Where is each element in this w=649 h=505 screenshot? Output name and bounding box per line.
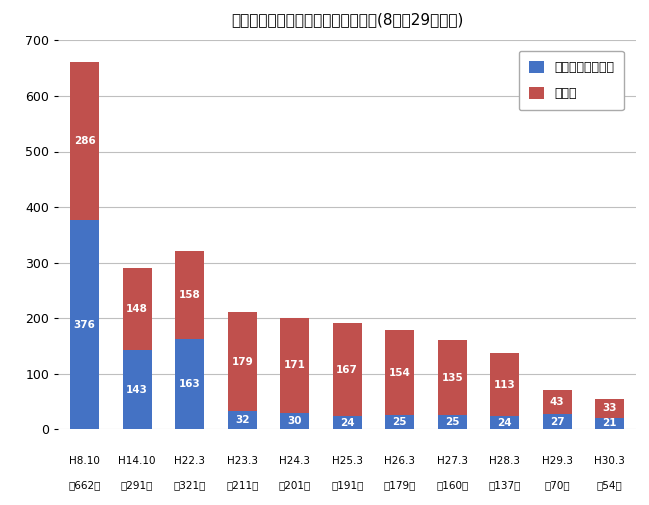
Text: 計662隻: 計662隻	[69, 480, 101, 490]
Bar	[333, 416, 361, 429]
Text: 計191隻: 計191隻	[331, 480, 363, 490]
Text: 25: 25	[393, 417, 407, 427]
Bar	[595, 399, 624, 418]
Bar	[228, 312, 256, 412]
Text: 135: 135	[441, 373, 463, 383]
Bar	[123, 350, 152, 429]
Text: 24: 24	[340, 418, 354, 428]
Text: 163: 163	[179, 379, 201, 389]
Text: H27.3: H27.3	[437, 457, 468, 467]
Bar	[490, 416, 519, 429]
Text: 154: 154	[389, 368, 411, 378]
Legend: 堀割川を除く河川, 堀割川: 堀割川を除く河川, 堀割川	[519, 50, 624, 110]
Text: 計54隻: 計54隻	[597, 480, 622, 490]
Text: H29.3: H29.3	[542, 457, 573, 467]
Text: 計160隻: 計160隻	[436, 480, 469, 490]
Bar	[386, 415, 414, 429]
Bar	[280, 413, 309, 429]
Text: 計321隻: 計321隻	[173, 480, 206, 490]
Bar	[543, 390, 572, 414]
Bar	[70, 220, 99, 429]
Bar	[490, 353, 519, 416]
Text: 計137隻: 計137隻	[489, 480, 521, 490]
Text: H8.10: H8.10	[69, 457, 100, 467]
Text: 33: 33	[602, 403, 617, 414]
Text: 21: 21	[602, 419, 617, 428]
Text: 158: 158	[179, 290, 201, 300]
Text: H24.3: H24.3	[279, 457, 310, 467]
Text: 286: 286	[74, 136, 95, 146]
Bar	[438, 340, 467, 415]
Text: 179: 179	[231, 357, 253, 367]
Text: H30.3: H30.3	[594, 457, 625, 467]
Bar	[438, 415, 467, 429]
Text: H26.3: H26.3	[384, 457, 415, 467]
Bar	[228, 412, 256, 429]
Bar	[595, 418, 624, 429]
Text: 30: 30	[288, 416, 302, 426]
Text: 24: 24	[497, 418, 512, 428]
Text: H25.3: H25.3	[332, 457, 363, 467]
Bar	[386, 330, 414, 415]
Text: 27: 27	[550, 417, 565, 427]
Bar	[123, 268, 152, 350]
Text: 113: 113	[494, 380, 515, 389]
Text: 計179隻: 計179隻	[384, 480, 416, 490]
Text: 167: 167	[336, 365, 358, 375]
Bar	[280, 318, 309, 413]
Text: 計211隻: 計211隻	[226, 480, 258, 490]
Text: 25: 25	[445, 417, 459, 427]
Bar	[175, 339, 204, 429]
Text: H14.10: H14.10	[118, 457, 156, 467]
Text: H22.3: H22.3	[174, 457, 205, 467]
Text: 計201積: 計201積	[278, 480, 311, 490]
Text: 計70隻: 計70隻	[545, 480, 570, 490]
Text: 32: 32	[235, 415, 249, 425]
Text: 43: 43	[550, 397, 565, 408]
Bar	[175, 251, 204, 339]
Text: 143: 143	[127, 384, 148, 394]
Text: 376: 376	[74, 320, 95, 330]
Bar	[70, 62, 99, 220]
Text: 計291隻: 計291隻	[121, 480, 153, 490]
Bar	[333, 323, 361, 416]
Text: 148: 148	[127, 304, 148, 314]
Text: H28.3: H28.3	[489, 457, 520, 467]
Text: H23.3: H23.3	[227, 457, 258, 467]
Bar	[543, 414, 572, 429]
Title: 大岡川水系の不法係留船隻数の推移(8年～29年度末): 大岡川水系の不法係留船隻数の推移(8年～29年度末)	[231, 12, 463, 27]
Text: 171: 171	[284, 360, 306, 370]
